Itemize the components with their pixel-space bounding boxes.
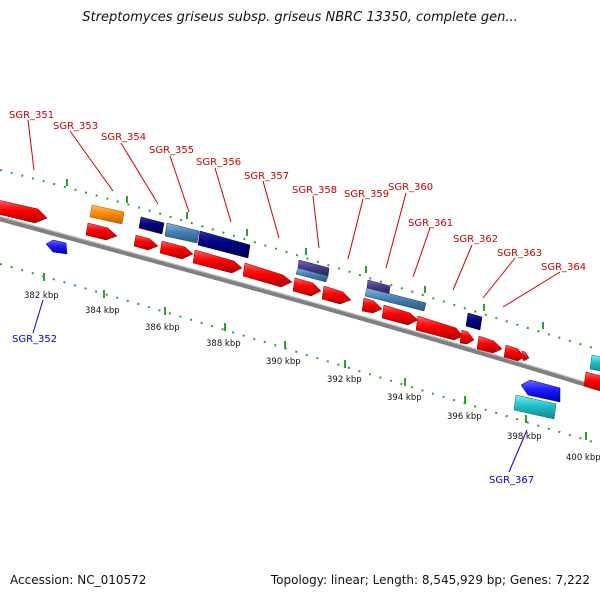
minus-strand-genes	[45, 239, 561, 420]
gene-label-sgr-363[interactable]: SGR_363	[497, 248, 542, 259]
gene-label-sgr-355[interactable]: SGR_355	[149, 145, 194, 156]
upper-leader-lines	[27, 119, 561, 308]
gene-label-sgr-360[interactable]: SGR_360	[388, 182, 433, 193]
gene-label-sgr-357[interactable]: SGR_357	[244, 171, 289, 182]
accession-text: Accession: NC_010572	[10, 573, 147, 587]
gene-label-sgr-358[interactable]: SGR_358	[292, 185, 337, 196]
gene-arrow[interactable]	[159, 240, 194, 260]
kbp-label: 390 kbp	[266, 357, 301, 367]
gene-arrow[interactable]	[133, 234, 159, 251]
gene-arrow[interactable]	[503, 344, 525, 362]
genome-backbone-highlight	[0, 216, 600, 388]
upper-ruler	[0, 169, 600, 351]
gene-label-sgr-351[interactable]: SGR_351	[9, 110, 54, 121]
kbp-label: 382 kbp	[24, 291, 59, 301]
orange-gene-block[interactable]	[89, 204, 125, 225]
gene-label-sgr-362[interactable]: SGR_362	[453, 234, 498, 245]
gene-arrow[interactable]	[476, 335, 503, 354]
gene-label-sgr-364[interactable]: SGR_364	[541, 262, 586, 273]
gene-arrow[interactable]	[361, 297, 383, 314]
gene-arrow[interactable]	[521, 350, 530, 362]
lower-ruler	[0, 263, 600, 445]
steel-gene-block[interactable]	[164, 222, 200, 244]
cyan-gene-block[interactable]	[589, 354, 600, 372]
lower-major-ticks	[43, 273, 587, 440]
kbp-label: 386 kbp	[145, 323, 180, 333]
lower-gene-labels: SGR_352 SGR_367	[12, 334, 534, 486]
upper-major-ticks	[66, 179, 544, 329]
gene-label-sgr-354[interactable]: SGR_354	[101, 132, 146, 143]
plus-strand-genes	[0, 200, 600, 392]
navy-gene-block[interactable]	[197, 230, 251, 259]
gene-arrow[interactable]	[292, 277, 322, 297]
genome-stats-text: Topology: linear; Length: 8,545,929 bp; …	[270, 573, 590, 587]
feature-blocks	[89, 204, 600, 372]
lower-leader-lines	[32, 299, 528, 473]
gene-arrow[interactable]	[459, 329, 475, 345]
map-title: Streptomyces griseus subsp. griseus NBRC…	[82, 10, 518, 25]
gene-arrow[interactable]	[321, 285, 352, 305]
steel-gene-block[interactable]	[364, 287, 427, 312]
gene-arrow[interactable]	[583, 371, 600, 392]
cyan-gene-block[interactable]	[513, 394, 557, 420]
navy-gene-block[interactable]	[138, 216, 165, 235]
gene-label-sgr-353[interactable]: SGR_353	[53, 121, 98, 132]
gene-label-sgr-361[interactable]: SGR_361	[408, 218, 453, 229]
gene-label-sgr-367[interactable]: SGR_367	[489, 475, 534, 486]
kbp-label: 400 kbp	[566, 453, 600, 463]
steel-gene-block[interactable]	[295, 267, 329, 283]
kbp-label: 392 kbp	[327, 375, 362, 385]
gene-arrow[interactable]	[0, 200, 48, 224]
gene-label-sgr-359[interactable]: SGR_359	[344, 189, 389, 200]
gene-arrow[interactable]	[45, 239, 68, 255]
gene-label-sgr-356[interactable]: SGR_356	[196, 157, 241, 168]
upper-gene-labels: SGR_351 SGR_353 SGR_354 SGR_355 SGR_356 …	[9, 110, 586, 273]
gene-label-sgr-352[interactable]: SGR_352	[12, 334, 57, 345]
navy-gene-block[interactable]	[465, 312, 483, 331]
gene-arrow[interactable]	[192, 249, 243, 274]
gene-arrow[interactable]	[381, 304, 419, 326]
kbp-label: 396 kbp	[447, 412, 482, 422]
gene-arrow[interactable]	[415, 315, 464, 341]
gene-arrow[interactable]	[242, 262, 293, 288]
kbp-label: 388 kbp	[206, 339, 241, 349]
gene-arrow[interactable]	[520, 379, 561, 403]
genome-backbone	[0, 216, 600, 392]
kbp-label: 384 kbp	[85, 306, 120, 316]
gene-arrow[interactable]	[85, 222, 118, 241]
kbp-label: 394 kbp	[387, 393, 422, 403]
